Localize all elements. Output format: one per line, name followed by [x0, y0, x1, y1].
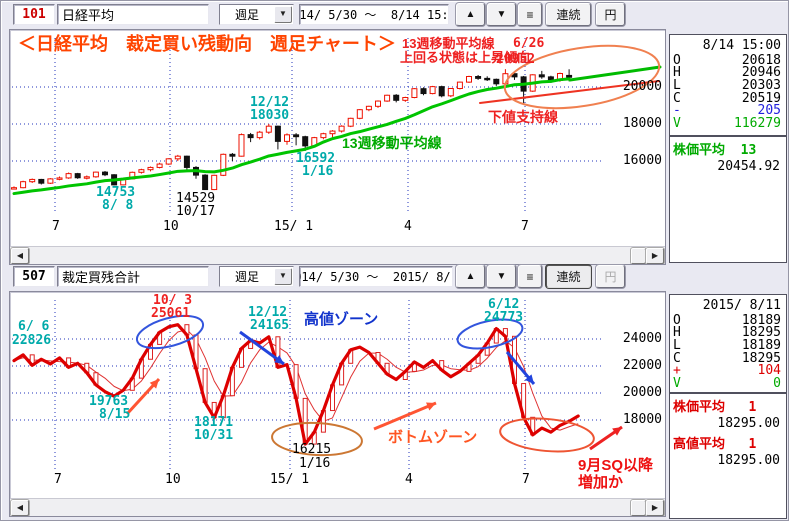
symbol-code: 507: [22, 269, 45, 284]
scroll-right-icon[interactable]: ▶: [646, 248, 664, 264]
chevron-down-icon[interactable]: ▼: [274, 268, 292, 285]
continuous-button[interactable]: 連続: [546, 3, 591, 26]
quote-datetime: 2015/ 8/11: [670, 295, 786, 314]
arbitrage-balance-chart-panel: ◀ ▶ 6/ 62282610/ 32506112/1224165高値ゾーン6/…: [9, 291, 666, 517]
ohlc-rows: O18189H18295L18189C18295+104V0: [670, 314, 786, 390]
menu-button[interactable]: ≡: [518, 265, 542, 288]
ohlc-box: 8/14 15:00 O20618H20946L20303C20519-205V…: [669, 34, 787, 136]
average-rows: 株価平均 118295.00高値平均 118295.00: [670, 394, 786, 468]
average-box: 株価平均 118295.00高値平均 118295.00: [669, 393, 787, 519]
continuous-button[interactable]: 連続: [546, 265, 591, 288]
quote-panel-top: 8/14 15:00 O20618H20946L20303C20519-205V…: [669, 32, 787, 262]
period-select[interactable]: 週足 ▼: [219, 4, 294, 25]
scrollbar-thumb[interactable]: [631, 500, 646, 516]
period-select[interactable]: 週足 ▼: [219, 266, 294, 287]
symbol-code-input[interactable]: 507: [13, 266, 55, 287]
symbol-name-field[interactable]: 裁定買残合計: [57, 266, 209, 287]
toolbar-bottom: 507 裁定買残合計 週足 ▼ 2014/ 5/30 ～ 2015/ 8/11 …: [1, 263, 788, 290]
date-range-field[interactable]: 2014/ 5/30 ～ 8/14 15:00: [299, 4, 449, 25]
scroll-right-icon[interactable]: ▶: [646, 500, 664, 516]
ohlc-box: 2015/ 8/11 O18189H18295L18189C18295+104V…: [669, 294, 787, 393]
scroll-up-button[interactable]: ▲: [456, 265, 485, 288]
ohlc-row: +104: [670, 364, 786, 377]
average-value: 18295.00: [670, 415, 786, 431]
ohlc-row: V0: [670, 377, 786, 390]
date-range: 2014/ 5/30 ～ 8/14 15:00: [299, 6, 449, 23]
chart-scrollbar[interactable]: ◀ ▶: [10, 498, 665, 516]
yen-button[interactable]: 円: [596, 265, 625, 288]
scroll-left-icon[interactable]: ◀: [11, 500, 29, 516]
scroll-left-icon[interactable]: ◀: [11, 248, 29, 264]
date-range-field[interactable]: 2014/ 5/30 ～ 2015/ 8/11: [299, 266, 453, 287]
average-label: 株価平均 13: [670, 137, 786, 158]
scroll-up-button[interactable]: ▲: [456, 3, 485, 26]
menu-button[interactable]: ≡: [518, 3, 542, 26]
average-value: 18295.00: [670, 452, 786, 468]
date-range: 2014/ 5/30 ～ 2015/ 8/11: [299, 268, 453, 285]
price-chart-canvas[interactable]: [10, 30, 665, 246]
ohlc-row: V116279: [670, 117, 786, 130]
scroll-down-button[interactable]: ▼: [487, 3, 516, 26]
period-value: 週足: [220, 268, 274, 285]
scrollbar-thumb[interactable]: [631, 248, 646, 264]
average-value: 20454.92: [670, 158, 786, 174]
chart-scrollbar[interactable]: ◀ ▶: [10, 246, 665, 264]
average-label: 高値平均 1: [670, 431, 786, 452]
symbol-name: 裁定買残合計: [62, 267, 140, 286]
scroll-down-button[interactable]: ▼: [487, 265, 516, 288]
chart-app-window: 101 日経平均 週足 ▼ 2014/ 5/30 ～ 8/14 15:00 ▲ …: [0, 0, 789, 521]
symbol-name: 日経平均: [62, 5, 114, 24]
toolbar-top: 101 日経平均 週足 ▼ 2014/ 5/30 ～ 8/14 15:00 ▲ …: [1, 1, 788, 28]
chevron-down-icon[interactable]: ▼: [274, 6, 292, 23]
quote-panel-bottom: 2015/ 8/11 O18189H18295L18189C18295+104V…: [669, 292, 787, 519]
ohlc-rows: O20618H20946L20303C20519-205V116279: [670, 54, 786, 130]
period-value: 週足: [220, 6, 274, 23]
quote-datetime: 8/14 15:00: [670, 35, 786, 54]
yen-button[interactable]: 円: [596, 3, 625, 26]
symbol-code-input[interactable]: 101: [13, 4, 55, 25]
average-rows: 株価平均 1320454.92: [670, 137, 786, 174]
average-label: 株価平均 1: [670, 394, 786, 415]
symbol-code: 101: [22, 7, 45, 22]
average-box: 株価平均 1320454.92: [669, 136, 787, 263]
nikkei-weekly-chart-panel: ◀ ▶ ＜日経平均 裁定買い残動向 週足チャート＞13週移動平均線6/26上回る…: [9, 29, 666, 265]
balance-chart-canvas[interactable]: [10, 292, 665, 498]
symbol-name-field[interactable]: 日経平均: [57, 4, 209, 25]
